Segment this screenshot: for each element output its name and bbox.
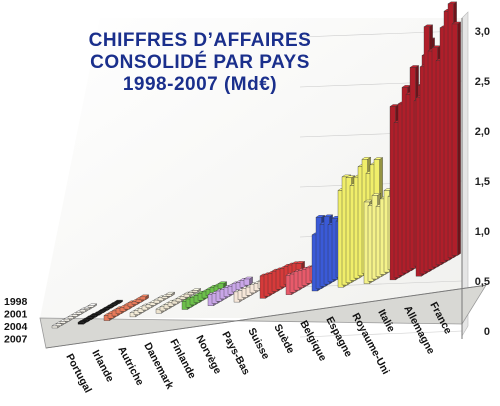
x-tick-label: Suisse [245, 326, 272, 362]
title-line-3: 1998-2007 (Md€) [123, 74, 277, 95]
bar [451, 21, 462, 256]
bar-group-irlande [77, 299, 124, 325]
year-label: 2001 [4, 309, 28, 321]
bar [191, 288, 202, 293]
bar [139, 294, 150, 301]
bar-group-portugal [51, 303, 98, 329]
bar-group-autriche [103, 294, 150, 321]
year-label: 1998 [4, 296, 28, 308]
year-label: 2007 [4, 334, 28, 346]
bars [51, 1, 462, 329]
gridline [299, 30, 463, 38]
chart-title: CHIFFRES D’AFFAIRES CONSOLIDÉ PAR PAYS 1… [89, 30, 312, 95]
bar [113, 299, 124, 304]
x-tick-label: Finlande [167, 337, 198, 381]
gridline [299, 330, 463, 338]
gridline [299, 280, 463, 288]
bar [165, 291, 176, 297]
title-line-1: CHIFFRES D’AFFAIRES [89, 30, 312, 51]
bar-group-france [415, 1, 462, 277]
x-tick-label: Autriche [115, 344, 146, 387]
y-tick-label: 3,0 [475, 26, 490, 38]
x-tick-label: Portugal [63, 352, 94, 395]
year-label: 2004 [4, 321, 28, 333]
y-tick-label: 1,5 [475, 176, 490, 188]
y-tick-label: 0 [484, 326, 490, 338]
x-tick-label: Norvège [193, 333, 223, 376]
x-tick-label: Suède [271, 322, 296, 356]
floor-edge [45, 284, 487, 349]
y-tick-label: 2,0 [475, 126, 490, 138]
y-tick-label: 0,5 [475, 276, 490, 288]
x-tick-label: Belgique [297, 318, 328, 363]
bar-group-pays-bas [207, 276, 254, 307]
x-tick-label: Irlande [89, 348, 116, 384]
bar-group-danemark [129, 291, 176, 318]
y-tick-label: 1,0 [475, 226, 490, 238]
y-tick-label: 2,5 [475, 76, 490, 88]
title-line-2: CONSOLIDÉ PAR PAYS [90, 51, 310, 73]
side-wall [461, 11, 469, 338]
bar [87, 303, 98, 308]
